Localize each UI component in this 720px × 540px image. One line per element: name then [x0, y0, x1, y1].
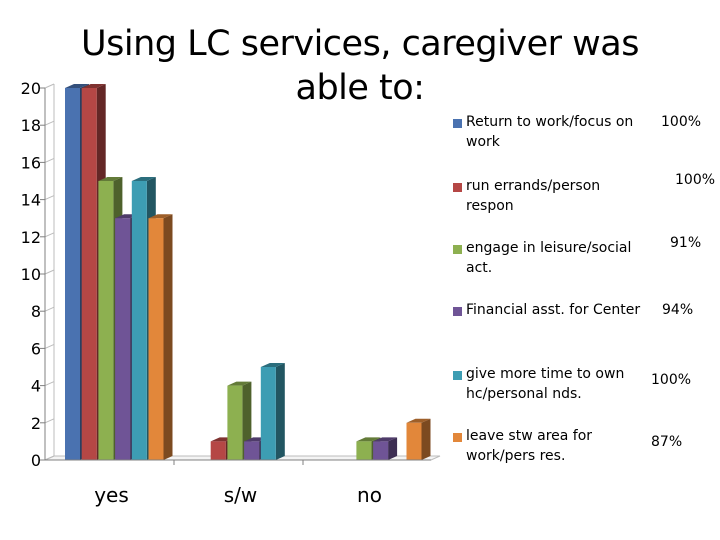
y-tick-label: 6	[31, 339, 41, 358]
bar-front	[115, 218, 131, 460]
bar-front	[373, 441, 389, 460]
legend-percent: 91%	[670, 235, 702, 251]
legend-swatch-4	[453, 371, 462, 380]
bar-front	[81, 88, 97, 460]
bar	[148, 214, 173, 460]
bar-side	[275, 363, 285, 460]
axes: 0 2 4 6 8 10 12 14 16 18 20 yes s/w no	[21, 79, 431, 507]
gridline-stub	[44, 120, 55, 126]
legend-swatch-0	[453, 119, 462, 128]
legend-label: Return to work/focus on work	[466, 114, 634, 150]
legend-label: run errands/person respon	[466, 178, 601, 214]
bar-top	[406, 418, 431, 423]
bar-front	[244, 441, 260, 460]
legend-percent: 100%	[651, 372, 692, 388]
x-tick-label: s/w	[224, 483, 258, 507]
bar-top	[65, 84, 89, 88]
legend-swatch-2	[453, 245, 462, 254]
bar-front	[260, 367, 276, 460]
bar	[406, 418, 431, 460]
bar-front	[65, 88, 80, 460]
bar-front	[227, 385, 243, 460]
y-tick-label: 12	[21, 228, 41, 247]
y-tick-label: 16	[21, 153, 41, 172]
gridline-stub	[44, 157, 55, 163]
legend-percent: 87%	[651, 434, 683, 450]
x-tick-label: no	[357, 483, 382, 507]
bar-front	[406, 422, 422, 460]
bar-side	[388, 437, 398, 460]
bar-side	[163, 214, 173, 460]
y-tick-label: 2	[31, 414, 41, 433]
chart-title: Using LC services, caregiver was able to…	[81, 24, 639, 108]
bar-front	[148, 218, 164, 460]
y-tick-label: 18	[21, 116, 41, 135]
legend-swatch-3	[453, 307, 462, 316]
y-tick-label: 0	[31, 451, 41, 470]
bar-side	[421, 418, 431, 460]
gridline-stub	[44, 418, 55, 424]
legend-label: leave stw area for work/pers res.	[466, 428, 593, 464]
bar	[260, 363, 285, 460]
bar-front	[210, 441, 226, 460]
bar-top	[131, 177, 156, 181]
legend-percent: 100%	[661, 114, 702, 130]
bar-top	[260, 363, 285, 367]
bar-front	[98, 181, 114, 460]
gridline-stub	[44, 232, 55, 238]
bar-top	[81, 84, 106, 88]
y-tick-label: 10	[21, 265, 41, 284]
y-tick-label: 14	[21, 191, 41, 210]
x-tick-label: yes	[94, 483, 129, 507]
bar-top	[227, 381, 252, 386]
legend-percent: 94%	[662, 302, 694, 318]
y-tick-label: 20	[21, 79, 41, 98]
gridline-stub	[44, 306, 55, 312]
legend-label: Financial asst. for Center	[466, 302, 641, 318]
gridline-stub	[44, 195, 55, 201]
bar-top	[373, 437, 398, 442]
bars	[65, 84, 431, 460]
gridline-stub	[44, 343, 55, 349]
bar-front	[131, 181, 147, 460]
bar-top	[148, 214, 173, 219]
gridline-stub	[44, 381, 55, 387]
legend-swatch-5	[453, 433, 462, 442]
y-tick-label: 4	[31, 377, 41, 396]
bar-top	[356, 437, 381, 442]
legend-swatch-1	[453, 183, 462, 192]
gridline-stub	[44, 455, 55, 461]
bar-top	[98, 177, 123, 181]
legend-label: give more time to own hc/personal nds.	[466, 366, 625, 402]
bar	[373, 437, 398, 460]
legend-label: engage in leisure/social act.	[466, 240, 632, 276]
bar-front	[356, 441, 372, 460]
gridline-stub	[44, 83, 55, 89]
gridline-stub	[44, 269, 55, 275]
legend-percent: 100%	[675, 172, 716, 188]
y-tick-label: 8	[31, 302, 41, 321]
